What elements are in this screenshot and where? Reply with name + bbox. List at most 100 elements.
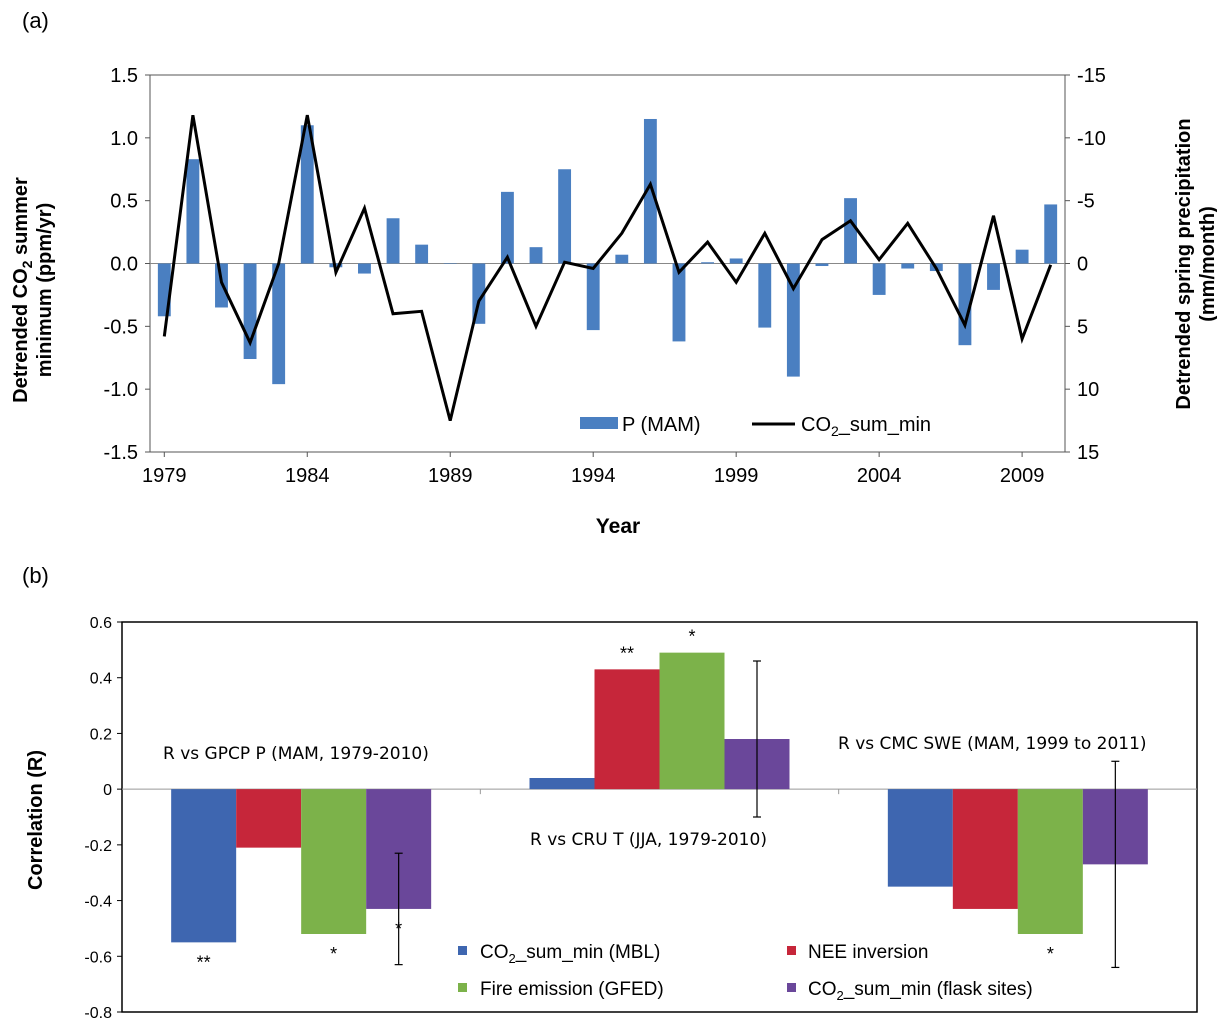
ytick-b-label: 0.2 <box>90 726 112 743</box>
bar-corr <box>887 789 953 887</box>
ytick-b-label: 0.6 <box>90 615 112 632</box>
xtick-label: 2009 <box>1000 465 1045 487</box>
legend-flask-part3: _sum_min (flask sites) <box>843 979 1033 1000</box>
bar-p-mam <box>643 118 657 264</box>
bar-p-mam <box>358 263 371 274</box>
bar-p-mam <box>529 247 543 264</box>
bar-corr <box>594 669 660 790</box>
bar-p-mam <box>786 263 800 377</box>
panel-b-label: (b) <box>22 563 49 588</box>
bar-p-mam <box>729 258 743 264</box>
legend-mbl-sub: 2 <box>509 951 516 966</box>
bar-p-mam <box>701 262 715 264</box>
ytick-left-label: -1.0 <box>104 379 138 401</box>
ytick-left-label: -0.5 <box>104 316 138 338</box>
ytick-left-label: 0.0 <box>110 254 138 276</box>
legend-line-label: CO2_sum_min <box>801 414 931 439</box>
xtick-label: 1989 <box>428 465 473 487</box>
legend-line-part1: CO <box>801 414 831 436</box>
legend-line-part3: _sum_min <box>838 414 931 436</box>
panel-a-ylabel-left: Detrended CO2 summer minimum (ppm/yr) <box>10 177 56 403</box>
legend-swatch-nee <box>787 946 796 955</box>
sig-marker: ** <box>620 643 634 663</box>
bar-p-mam <box>300 125 314 264</box>
bar-p-mam <box>815 263 829 267</box>
ytick-left-label: 0.5 <box>110 191 138 213</box>
legend-label-fire: Fire emission (GFED) <box>480 979 664 1000</box>
ylabel-left-sub: 2 <box>19 260 35 268</box>
ytick-right-label: -15 <box>1077 65 1106 87</box>
ytick-b-label: 0.4 <box>90 671 112 688</box>
group-label-cmc: R vs CMC SWE (MAM, 1999 to 2011) <box>838 734 1147 754</box>
ytick-right-label: 15 <box>1077 442 1099 464</box>
bar-corr <box>171 789 237 943</box>
group-label-cru: R vs CRU T (JJA, 1979-2010) <box>530 830 767 850</box>
bar-p-mam <box>1044 204 1058 264</box>
legend-flask-part1: CO <box>808 979 837 1000</box>
ytick-right-label: 0 <box>1077 254 1088 276</box>
legend-label-flask: CO2_sum_min (flask sites) <box>808 979 1033 1003</box>
svg-text:Detrended CO2 summer: Detrended CO2 summer <box>10 177 35 403</box>
legend-mbl-part1: CO <box>480 942 509 963</box>
panel-a-xlabel: Year <box>596 515 640 538</box>
line-co2-sum-min <box>162 114 1053 421</box>
bar-p-mam <box>500 191 514 264</box>
ytick-b-label: -0.2 <box>84 838 112 855</box>
legend-mbl-part3: _sum_min (MBL) <box>515 942 661 963</box>
ylabel-left-line2: minimum (ppm/yr) <box>34 203 56 377</box>
bar-p-mam <box>558 169 572 264</box>
ytick-right-label: -5 <box>1077 191 1095 213</box>
panel-a-label: (a) <box>22 8 49 33</box>
bar-p-mam <box>872 263 886 295</box>
bar-corr <box>529 778 595 790</box>
bar-p-mam <box>1015 249 1029 264</box>
sig-marker: * <box>1047 944 1054 964</box>
group-label-gpcp: R vs GPCP P (MAM, 1979-2010) <box>163 744 429 764</box>
bar-corr <box>952 789 1018 909</box>
sig-marker: ** <box>197 952 211 972</box>
bar-p-mam <box>987 263 1000 290</box>
legend-label-mbl: CO2_sum_min (MBL) <box>480 942 660 966</box>
ytick-b-label: -0.4 <box>84 894 112 911</box>
panel-b-plot: 0.60.40.20-0.2-0.4-0.6-0.8******** <box>84 615 1198 1019</box>
xtick-label: 1979 <box>142 465 187 487</box>
bar-corr <box>1017 789 1083 934</box>
bar-p-mam <box>386 218 400 264</box>
ylabel-right-line1: Detrended spring precipitation <box>1173 118 1195 409</box>
ylabel-right-line2: (mm/month) <box>1197 206 1217 322</box>
ytick-left-label: 1.5 <box>110 65 138 87</box>
ytick-right-label: 10 <box>1077 379 1099 401</box>
ytick-left-label: -1.5 <box>104 442 138 464</box>
ytick-b-label: 0 <box>103 782 112 799</box>
sig-marker: * <box>330 944 337 964</box>
ylabel-left-part1: Detrended CO <box>10 268 32 402</box>
bar-p-mam <box>443 263 457 264</box>
xtick-label: 1999 <box>714 465 759 487</box>
panel-b-frame <box>121 621 1198 1013</box>
ytick-b-label: -0.6 <box>84 949 112 966</box>
ytick-b-label: -0.8 <box>84 1005 112 1019</box>
legend-label-nee: NEE inversion <box>808 942 928 963</box>
legend-swatch-flask <box>787 983 796 992</box>
xtick-label: 2004 <box>857 465 902 487</box>
bar-p-mam <box>958 263 972 346</box>
legend-bar-label: P (MAM) <box>622 414 701 436</box>
panel-b-legend: CO2_sum_min (MBL) NEE inversion Fire emi… <box>458 942 1033 1003</box>
legend-swatch-mbl <box>458 946 467 955</box>
ylabel-left-part3: summer <box>10 177 32 261</box>
bar-p-mam <box>186 159 200 264</box>
xtick-label: 1994 <box>571 465 616 487</box>
bar-p-mam <box>672 263 686 342</box>
legend-swatch-fire <box>458 983 467 992</box>
ytick-right-label: -10 <box>1077 128 1106 150</box>
legend-flask-sub: 2 <box>837 988 844 1003</box>
bar-p-mam <box>758 263 772 328</box>
bar-corr <box>659 652 725 790</box>
bar-p-mam <box>415 244 429 264</box>
panel-a-legend: P (MAM) CO2_sum_min <box>580 414 931 439</box>
sig-marker: * <box>688 627 695 647</box>
panel-a-ylabel-right: Detrended spring precipitation (mm/month… <box>1173 118 1217 409</box>
bar-corr <box>236 789 302 848</box>
bar-p-mam <box>272 263 286 385</box>
